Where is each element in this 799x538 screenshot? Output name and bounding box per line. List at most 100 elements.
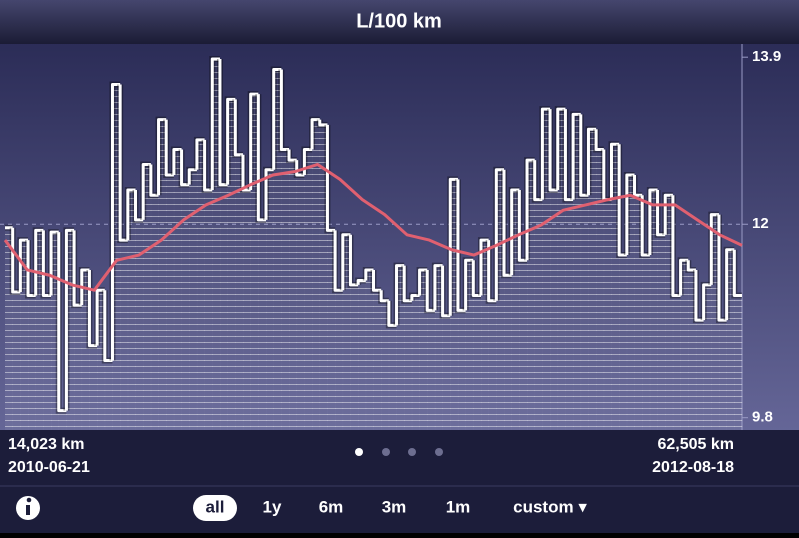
period-button[interactable]: 1y [263,497,282,516]
area-fill [611,144,620,430]
step [533,160,543,202]
step [118,84,128,242]
step [548,109,558,192]
step [164,119,174,177]
step [663,193,673,235]
area-fill [150,195,159,430]
area-fill [527,160,536,430]
step [72,230,82,307]
step [671,195,681,297]
area-fill [5,227,13,430]
step [233,99,243,157]
area-fill [219,184,228,430]
page-dot[interactable] [355,448,363,456]
area-fill [573,114,582,431]
step [310,118,320,150]
area-fill [596,149,605,431]
step [425,269,435,312]
area-fill [634,195,643,430]
area-fill [89,345,98,430]
step [571,112,581,200]
step [640,195,650,257]
step [126,188,136,241]
step [302,148,313,176]
selected-pill [193,495,237,521]
step [617,144,627,257]
step [609,142,620,200]
area-fill [127,189,136,430]
area-fill [266,169,274,430]
step [103,290,113,363]
step [210,57,220,190]
page-dot[interactable] [382,448,390,456]
area-fill [588,129,597,430]
period-button[interactable]: custom ▾ [513,497,587,516]
step [709,213,719,285]
area-fill [212,58,221,431]
step [540,107,551,200]
step [364,268,374,281]
area-fill [58,410,67,430]
area-fill [473,295,482,430]
area-fill [396,265,405,430]
info-button[interactable] [16,496,40,520]
step [218,58,228,187]
area-fill [196,139,205,430]
area-fill [411,295,420,430]
area-fill [158,119,167,430]
step [272,67,282,170]
area-fill [534,199,543,430]
area-fill [427,310,436,430]
step [95,288,105,346]
period-button[interactable]: 3m [382,497,407,516]
area-fill [519,260,528,430]
area-fill [74,305,83,430]
average-line [3,162,743,292]
step [456,179,466,312]
page-dot[interactable] [435,448,443,456]
step [318,119,328,127]
step [494,168,505,301]
area-fill [342,234,351,430]
step [64,228,75,411]
area-fill [112,84,121,430]
page-dot[interactable] [408,448,416,456]
step [279,69,290,152]
end-distance: 62,505 km [657,436,734,453]
step [172,148,182,176]
start-date: 2010-06-21 [8,459,90,476]
step [510,188,520,276]
area-fill [718,320,727,430]
area-fill [703,284,712,430]
step [471,260,481,297]
area-fill [181,184,190,430]
step [586,127,597,196]
area-fill [457,310,466,430]
step [395,264,405,326]
area-fill [442,315,451,430]
period-button[interactable]: all [206,497,225,516]
period-selector: all 1y 6m 3m 1m custom ▾ [193,495,587,521]
area-fill [35,230,44,430]
step [226,97,236,185]
period-button[interactable]: 1m [446,497,471,516]
area-fill [66,230,75,430]
chart-title: L/100 km [356,10,442,32]
step [625,173,635,256]
area-fill [434,265,443,430]
step [517,189,528,262]
step [448,177,458,316]
page-dots [355,448,443,456]
step [464,258,474,311]
area-fill [312,119,321,430]
area-fill [680,260,689,430]
area-fill [97,290,106,430]
step [110,82,121,361]
area-fill [496,169,505,430]
step [18,238,29,292]
step [418,268,428,296]
area-fill [404,300,413,430]
step [702,283,712,321]
period-button[interactable]: 6m [319,497,344,516]
area-fill [388,325,397,430]
